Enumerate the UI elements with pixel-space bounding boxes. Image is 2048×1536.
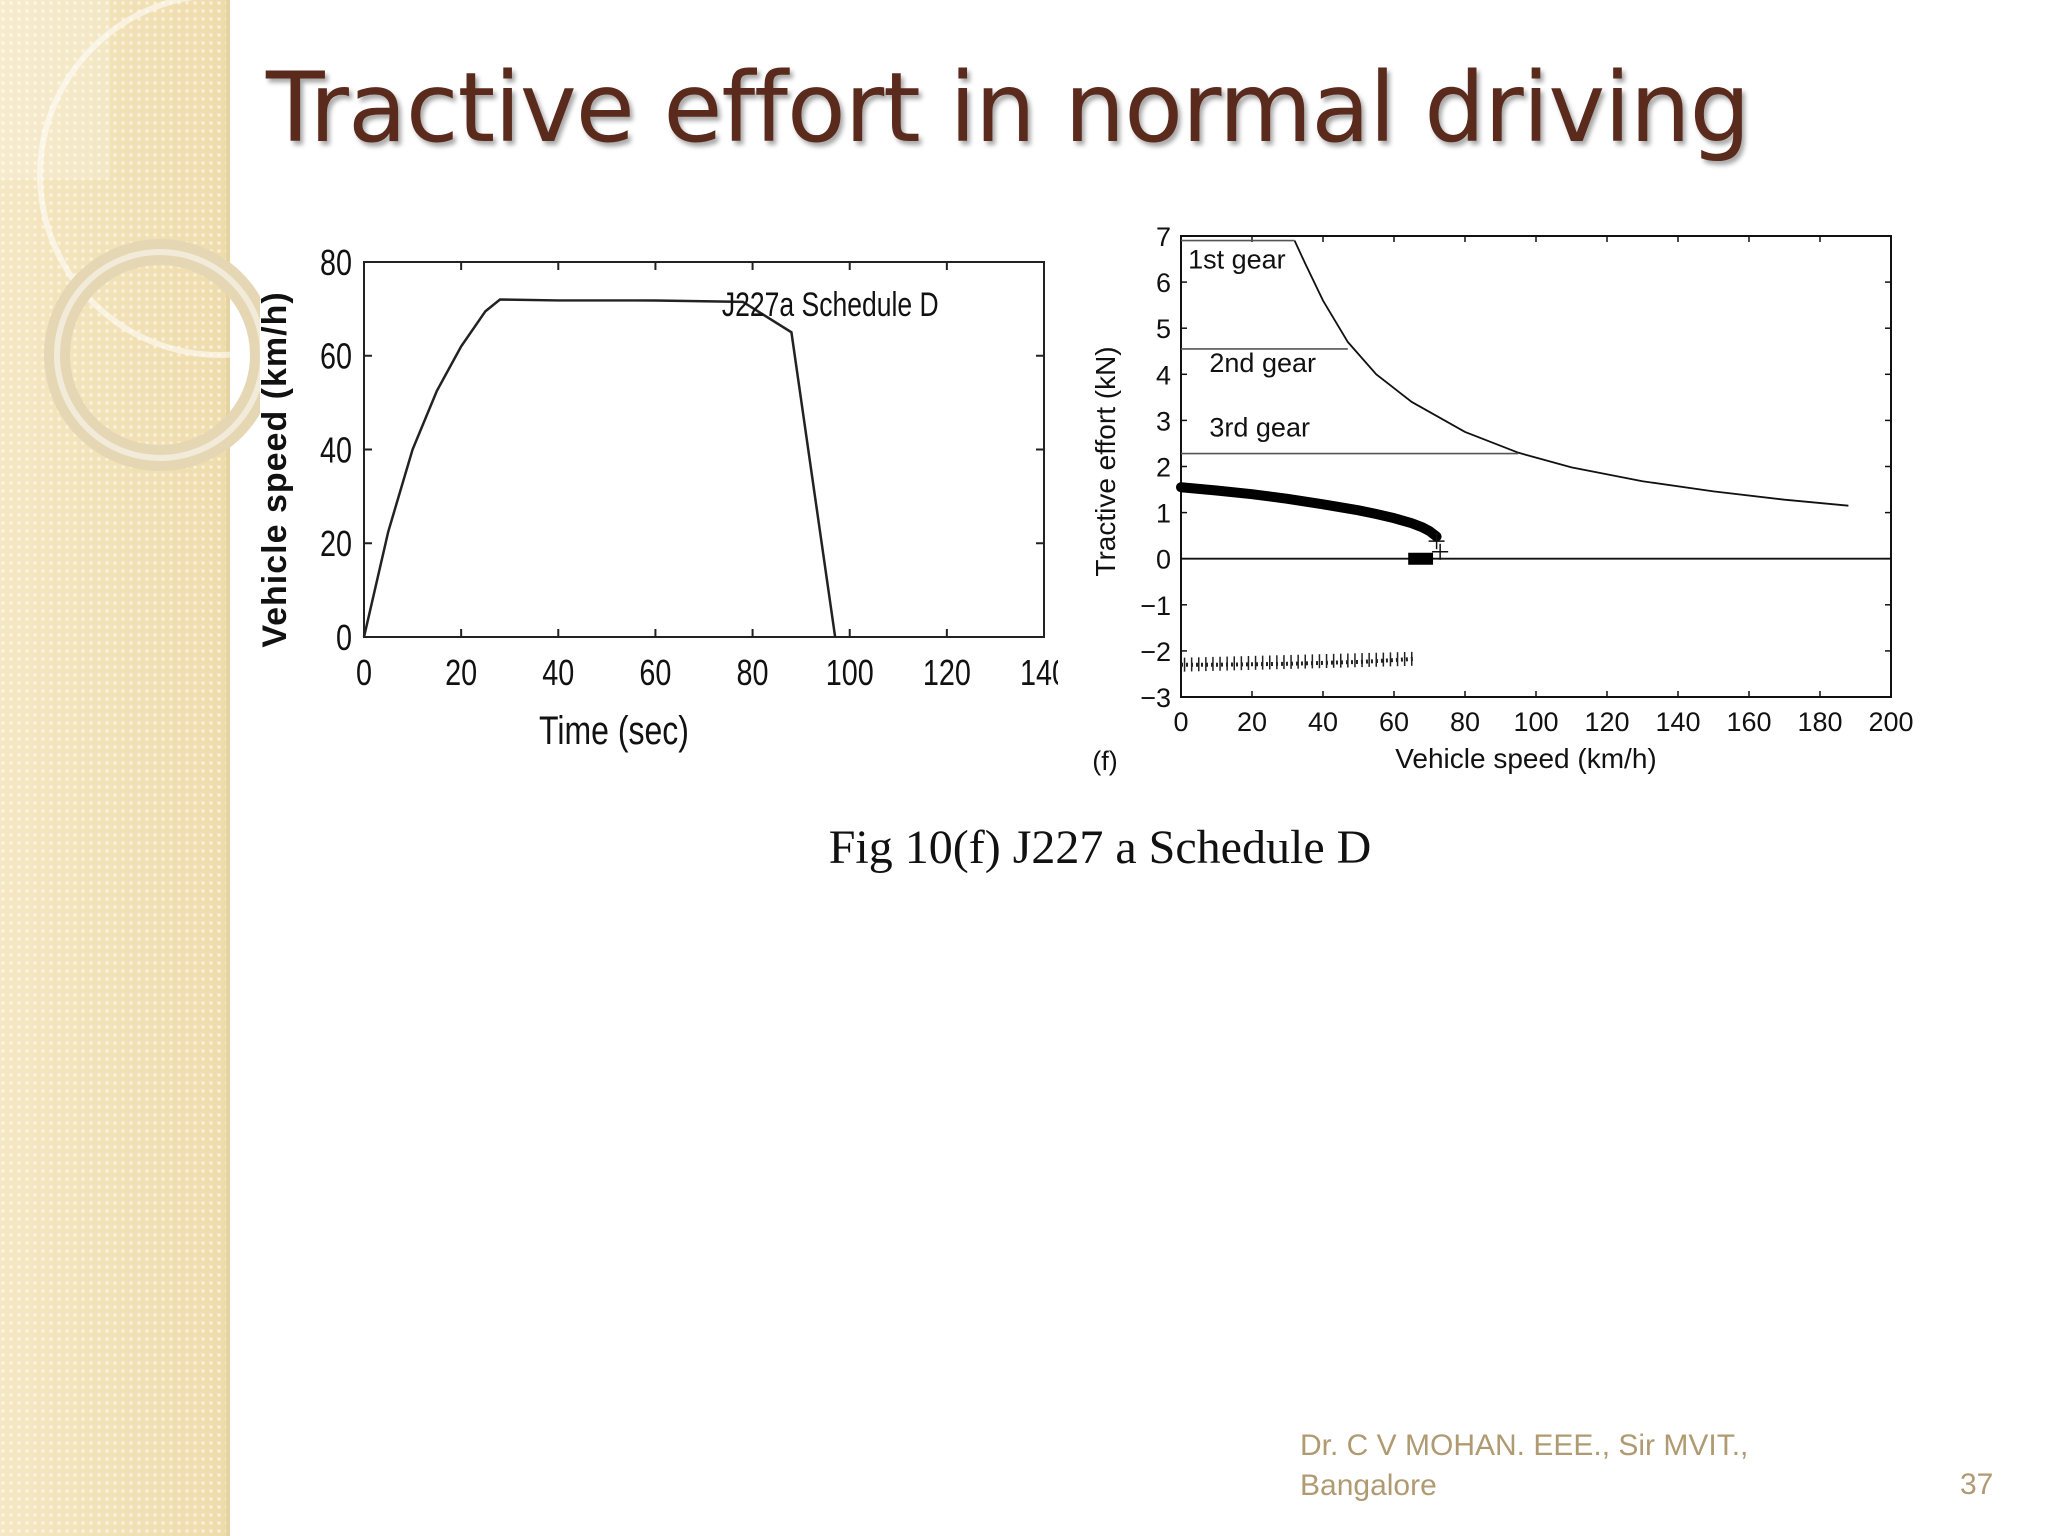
y-tick-label: 7 [1156,222,1171,252]
x-tick-label: 20 [445,652,477,693]
footer-author: Dr. C V MOHAN. EEE., Sir MVIT., Bangalor… [1300,1426,1748,1506]
decorative-rings [0,0,260,471]
y-tick-label: 80 [320,242,352,283]
y-tick-label: 20 [320,523,352,564]
tractive-effort-series [1176,482,1442,542]
plot-frame [1180,235,1892,698]
y-tick-label: 2 [1156,453,1171,483]
x-tick-label: 180 [1797,707,1842,737]
y-tick-label: 0 [1156,545,1171,575]
x-tick-label: 80 [1450,707,1480,737]
y-tick-label: −3 [1140,683,1171,713]
y-tick-label: 6 [1156,268,1171,298]
gear-annotation: 2nd gear [1209,348,1316,378]
max-effort-envelope-line [1293,240,1849,507]
footer-author-line1: Dr. C V MOHAN. EEE., Sir MVIT., [1300,1429,1749,1462]
schedule-annotation: J227a Schedule D [722,286,939,324]
speed-time-chart: 0 20 40 60 80 100 120 140 0 20 40 60 80 J227a Schedul… [258,242,1058,753]
footer-author-line2: Bangalore [1300,1469,1437,1502]
x-tick-label: 0 [356,652,372,693]
y-tick-label: 5 [1156,314,1171,344]
y-axis-label: Tractive effort (kN) [1090,346,1121,576]
tractive-effort-chart: 0 20 40 60 80 100 120 140 160 180 200 −3 −2 −1 0 1 2 3 4 5 6… [1090,222,1914,776]
y-tick-label: 40 [320,429,352,470]
x-tick-label: 120 [923,652,971,693]
y-tick-label: 4 [1156,360,1171,390]
y-tick-label: 60 [320,336,352,377]
y-tick-label: −2 [1140,637,1171,667]
y-axis-label: Vehicle speed (km/h) [258,291,294,647]
panel-label: (f) [1092,746,1117,776]
x-tick-label: 20 [1237,707,1267,737]
x-axis-label: Vehicle speed (km/h) [1395,743,1656,774]
x-tick-label: 120 [1584,707,1629,737]
x-axis-label: Time (sec) [539,708,689,753]
x-tick-label: 100 [1513,707,1558,737]
x-tick-label: 40 [1308,707,1338,737]
y-tick-label: 0 [336,617,352,658]
x-tick-label: 60 [639,652,671,693]
y-tick-label: 1 [1156,499,1171,529]
x-tick-label: 60 [1379,707,1409,737]
slide-title: Tractive effort in normal driving [266,52,1751,164]
x-tick-label: 100 [826,652,874,693]
y-tick-label: 3 [1156,406,1171,436]
page-number: 37 [1960,1468,1994,1501]
x-tick-label: 0 [1173,707,1188,737]
x-tick-label: 80 [737,652,769,693]
braking-effort-series [1181,656,1416,667]
gear-annotation: 1st gear [1188,244,1286,274]
x-tick-label: 140 [1020,652,1058,693]
figure-caption: Fig 10(f) J227 a Schedule D [828,821,1372,874]
x-tick-label: 200 [1868,707,1913,737]
y-tick-label: −1 [1140,591,1171,621]
plot-frame [363,261,1045,638]
x-tick-label: 40 [542,652,574,693]
sidebar-divider [226,0,230,1536]
speed-series-line [362,298,837,638]
gear-annotation: 3rd gear [1209,413,1310,443]
x-tick-label: 140 [1655,707,1700,737]
x-tick-label: 160 [1726,707,1771,737]
